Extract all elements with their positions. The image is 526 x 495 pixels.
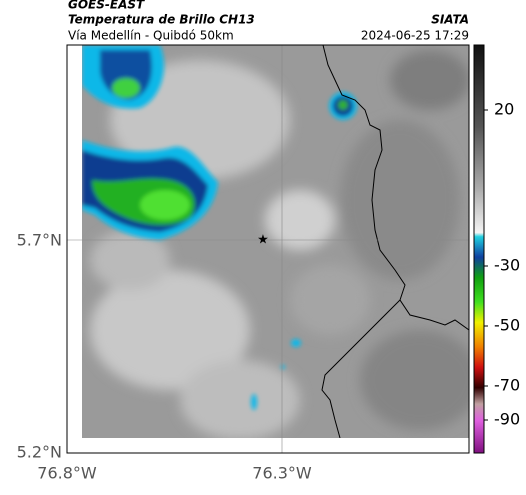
imagery xyxy=(82,45,469,438)
city-marker: ★ xyxy=(257,233,269,248)
agency: SIATA xyxy=(431,13,469,27)
title: Temperatura de Brillo CH13 xyxy=(68,13,255,27)
colorbar-label: -90 xyxy=(494,410,520,429)
source: GOES-EAST xyxy=(68,0,145,12)
colorbar-ticks: 20 -30 -50 -70 -90 xyxy=(484,100,520,429)
colorbar xyxy=(473,44,485,454)
latitude-label: 5.2°N xyxy=(17,443,62,462)
subtitle: Vía Medellín - Quibdó 50km xyxy=(68,29,234,43)
colorbar-label: 20 xyxy=(494,100,514,119)
timestamp: 2024-06-25 17:29 xyxy=(361,29,469,43)
longitude-label: 76.8°W xyxy=(37,464,97,483)
colorbar-label: -50 xyxy=(494,316,520,335)
longitude-label: 76.3°W xyxy=(252,464,312,483)
latitude-label: 5.7°N xyxy=(17,231,62,250)
colorbar-label: -70 xyxy=(494,376,520,395)
plot-frame xyxy=(66,44,470,454)
colorbar-label: -30 xyxy=(494,256,520,275)
